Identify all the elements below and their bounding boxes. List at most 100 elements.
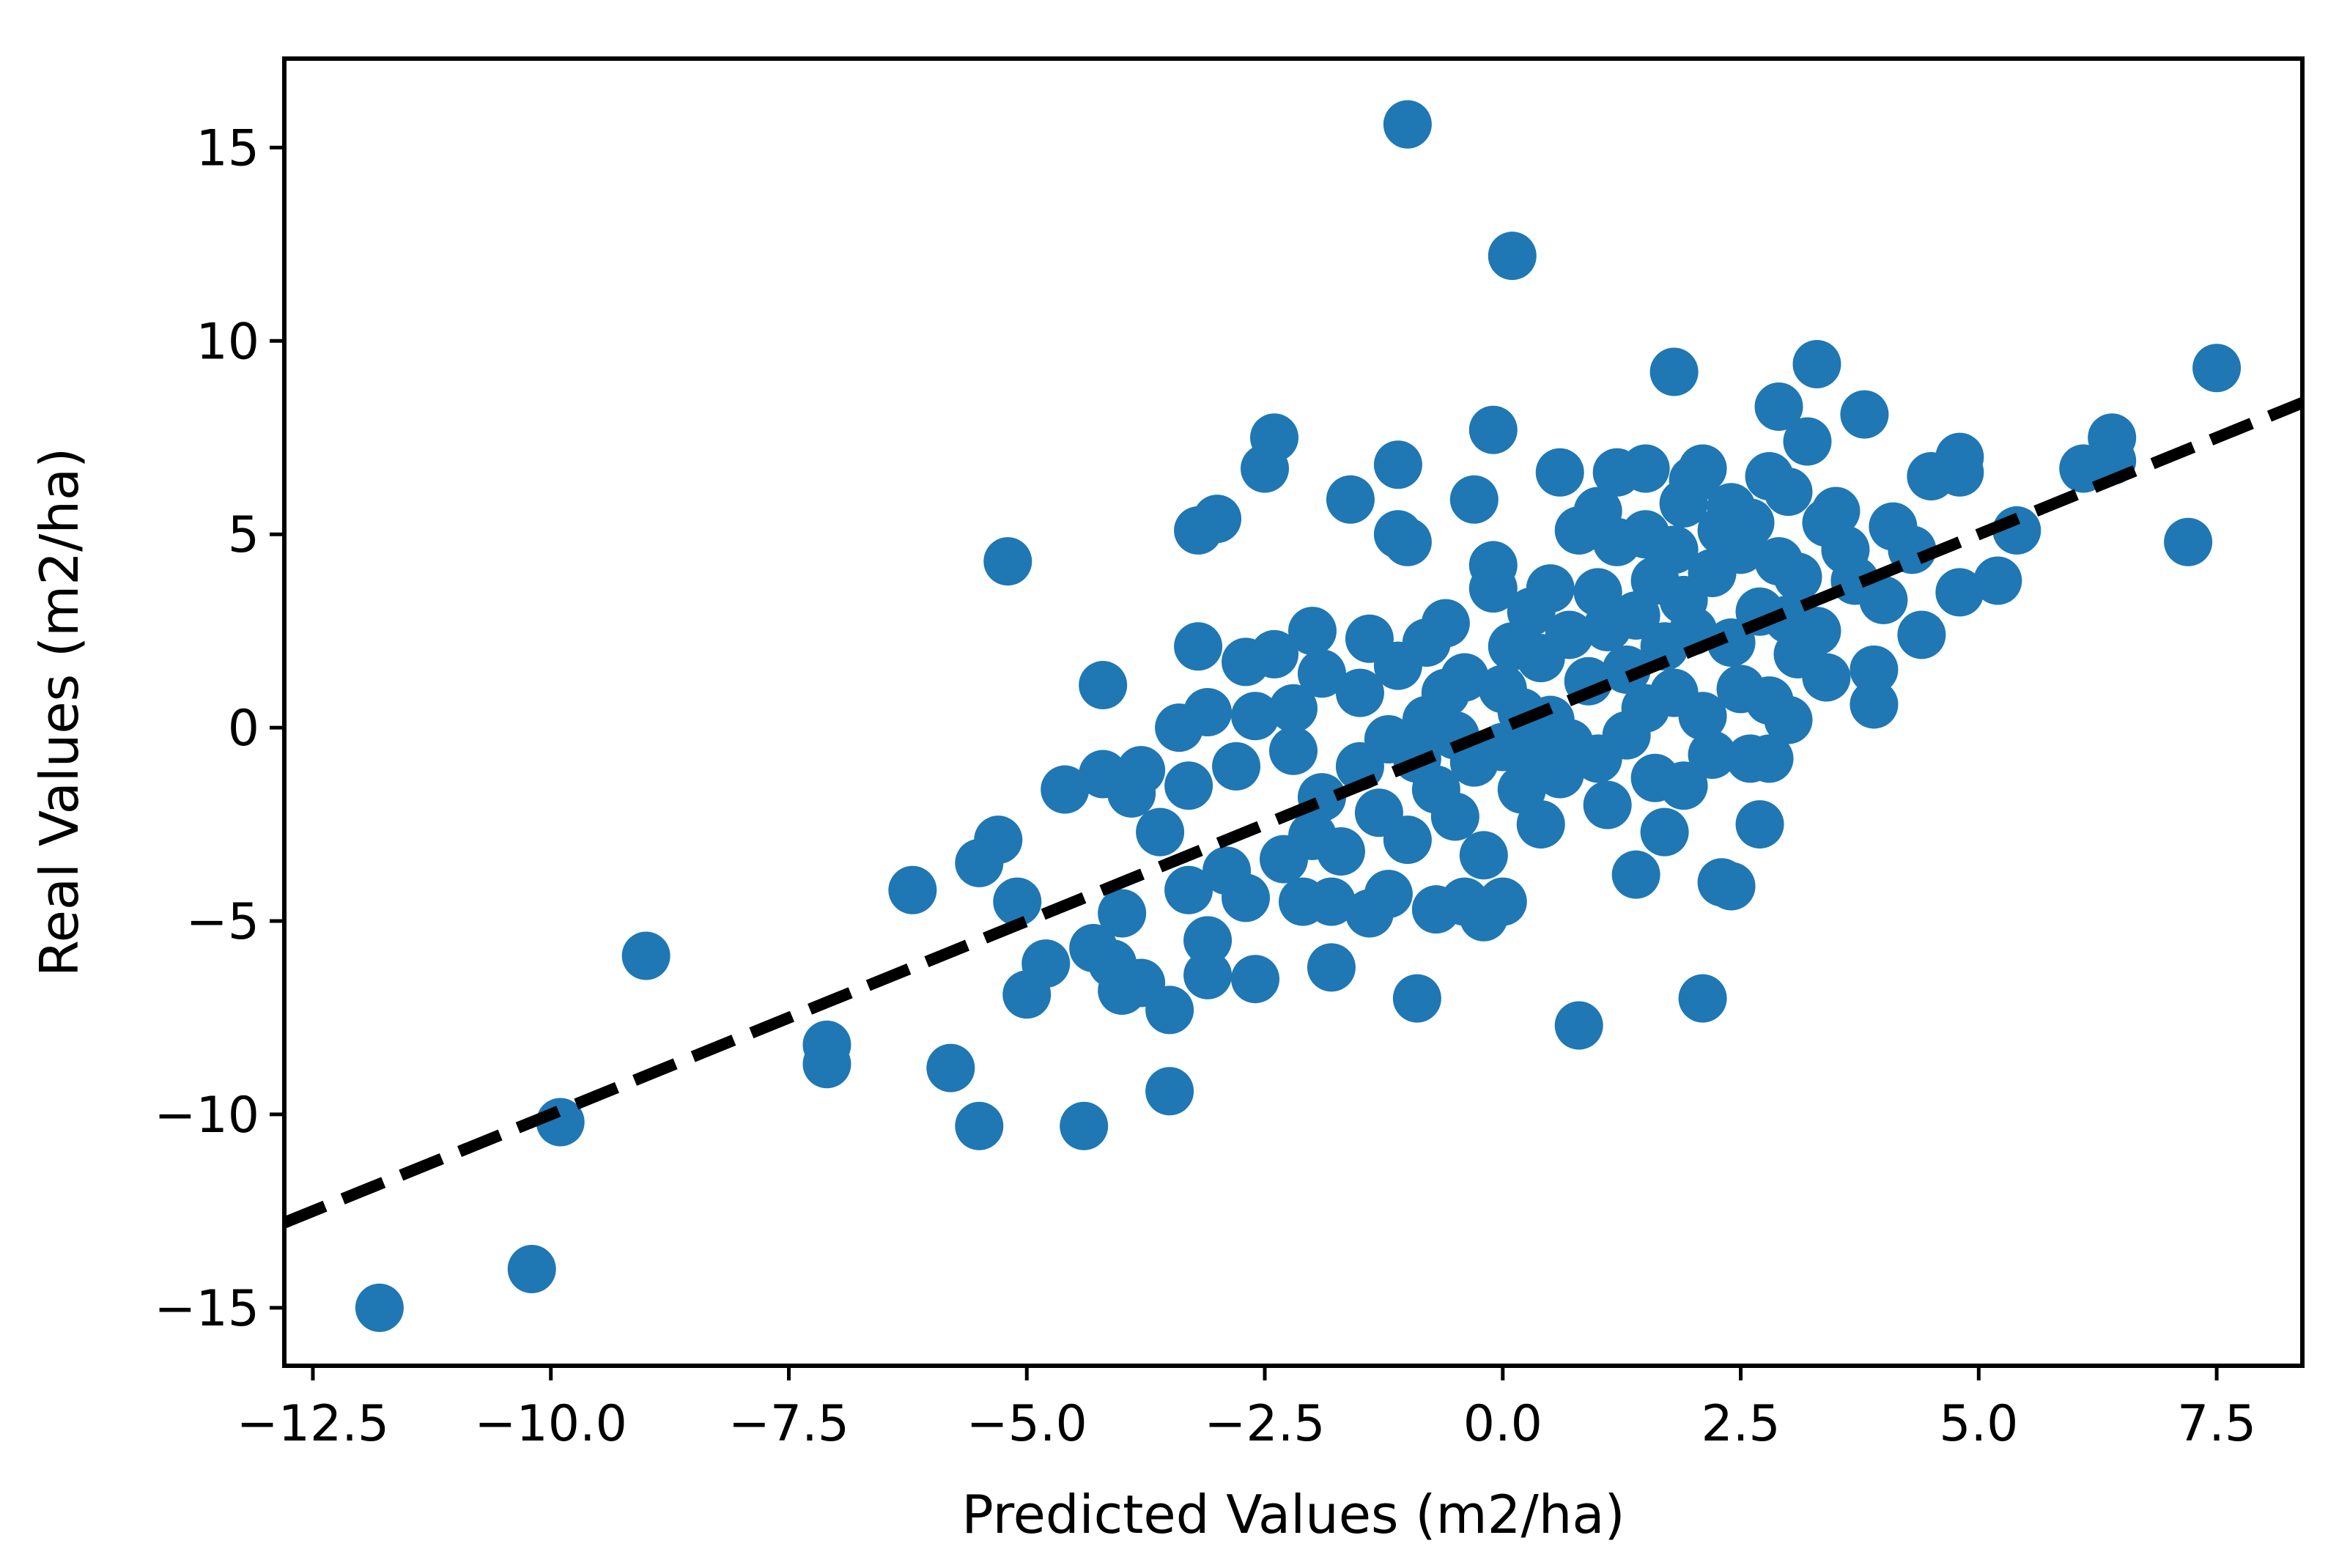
data-point bbox=[1707, 618, 1756, 667]
data-point bbox=[1649, 347, 1699, 396]
y-tick-label: −5 bbox=[186, 893, 259, 951]
data-point bbox=[1250, 629, 1299, 678]
data-point bbox=[1535, 448, 1584, 497]
data-point bbox=[1478, 877, 1527, 926]
data-point bbox=[1269, 726, 1318, 775]
data-point bbox=[1297, 649, 1346, 698]
data-point bbox=[1231, 692, 1280, 741]
data-point bbox=[1174, 622, 1223, 671]
data-point bbox=[888, 865, 937, 914]
data-point bbox=[1164, 761, 1213, 810]
y-tick-label: 0 bbox=[228, 700, 259, 758]
data-point bbox=[1488, 232, 1537, 281]
data-point bbox=[1935, 448, 1984, 497]
y-axis-label: Real Values (m2/ha) bbox=[29, 448, 90, 977]
data-point bbox=[1459, 831, 1508, 880]
data-point bbox=[1745, 734, 1794, 783]
data-point bbox=[1811, 487, 1861, 536]
data-point bbox=[1850, 680, 1899, 729]
x-tick-label: 5.0 bbox=[1939, 1395, 2018, 1453]
data-point bbox=[1973, 556, 2022, 605]
data-point bbox=[1136, 807, 1185, 857]
data-point bbox=[1383, 517, 1432, 566]
data-point bbox=[1468, 405, 1518, 454]
data-point bbox=[1145, 985, 1194, 1035]
data-point bbox=[1783, 417, 1832, 466]
data-point bbox=[1602, 645, 1651, 694]
data-point bbox=[1792, 607, 1841, 656]
data-point bbox=[1621, 444, 1670, 493]
data-point bbox=[1316, 827, 1365, 876]
data-point bbox=[1468, 564, 1518, 613]
data-point bbox=[802, 1040, 851, 1089]
data-point bbox=[926, 1043, 975, 1092]
data-point bbox=[355, 1283, 404, 1332]
x-tick-label: 2.5 bbox=[1701, 1395, 1780, 1453]
data-point bbox=[1269, 684, 1318, 733]
data-point bbox=[1726, 498, 1775, 547]
data-point bbox=[1430, 792, 1479, 841]
data-point bbox=[1021, 939, 1071, 988]
data-point bbox=[1183, 950, 1233, 999]
data-point bbox=[1041, 765, 1090, 814]
x-axis-ticks: −12.5 −10.0 −7.5 −5.0 −2.5 0.0 2.5 5.0 7.5 bbox=[237, 1366, 2256, 1453]
data-point bbox=[974, 816, 1023, 865]
x-tick-label: −2.5 bbox=[1204, 1395, 1325, 1453]
data-point bbox=[1440, 653, 1489, 702]
data-point bbox=[1287, 607, 1337, 656]
y-tick-label: −10 bbox=[154, 1087, 259, 1144]
data-point bbox=[1383, 816, 1432, 865]
x-tick-label: −7.5 bbox=[728, 1395, 849, 1453]
data-point bbox=[1231, 955, 1280, 1004]
y-tick-label: 5 bbox=[228, 506, 259, 564]
data-point bbox=[1164, 865, 1213, 914]
data-point bbox=[955, 1101, 1004, 1150]
data-point bbox=[1222, 873, 1271, 922]
data-point bbox=[1850, 645, 1899, 694]
data-point bbox=[1554, 1001, 1603, 1050]
data-point bbox=[1392, 974, 1441, 1023]
y-tick-label: 10 bbox=[196, 313, 259, 371]
data-point bbox=[1678, 974, 1727, 1023]
data-point bbox=[2192, 344, 2242, 393]
data-point bbox=[1640, 807, 1689, 857]
data-point bbox=[1326, 475, 1375, 524]
data-point bbox=[1792, 339, 1841, 388]
x-tick-label: 7.5 bbox=[2177, 1395, 2256, 1453]
data-point bbox=[1307, 943, 1356, 992]
data-point bbox=[1611, 850, 1660, 899]
y-tick-label: 15 bbox=[196, 119, 259, 177]
data-point bbox=[1935, 568, 1984, 617]
data-point bbox=[983, 537, 1032, 586]
data-point bbox=[1678, 692, 1727, 741]
data-point bbox=[1145, 1067, 1194, 1116]
data-point bbox=[1449, 475, 1499, 524]
data-point bbox=[1545, 610, 1594, 659]
data-point bbox=[1364, 870, 1413, 919]
data-point bbox=[1193, 495, 1242, 544]
data-point bbox=[1688, 731, 1737, 780]
data-point bbox=[1060, 1101, 1109, 1150]
data-point bbox=[1735, 800, 1784, 849]
data-point bbox=[1649, 525, 1699, 574]
data-point bbox=[1250, 413, 1299, 462]
data-point bbox=[1098, 889, 1147, 938]
y-axis-ticks: −15 −10 −5 0 5 10 15 bbox=[154, 119, 284, 1338]
data-point bbox=[507, 1245, 556, 1294]
data-point bbox=[1707, 862, 1756, 911]
data-point bbox=[1840, 390, 1889, 439]
x-tick-label: −12.5 bbox=[237, 1395, 389, 1453]
data-point bbox=[993, 877, 1042, 926]
data-point bbox=[1764, 695, 1813, 744]
x-tick-label: −5.0 bbox=[967, 1395, 1087, 1453]
data-point bbox=[1754, 382, 1803, 432]
data-point bbox=[1516, 800, 1565, 849]
data-point bbox=[1583, 780, 1632, 829]
data-point bbox=[621, 931, 670, 980]
data-point bbox=[1678, 444, 1727, 493]
data-point bbox=[1773, 552, 1822, 602]
data-point bbox=[1079, 661, 1128, 710]
data-point bbox=[1383, 100, 1432, 149]
x-axis-label: Predicted Values (m2/ha) bbox=[961, 1484, 1625, 1545]
